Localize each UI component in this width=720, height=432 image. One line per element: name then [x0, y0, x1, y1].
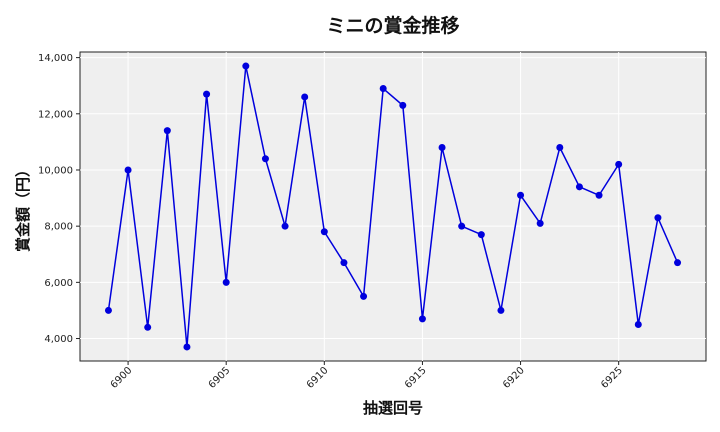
- data-point: [340, 259, 348, 267]
- y-axis-ticks: 4,000 6,000 8,000 10,000 12,000 14,000: [38, 53, 80, 345]
- data-point: [203, 90, 211, 98]
- data-point: [517, 191, 525, 199]
- data-point: [104, 306, 112, 314]
- y-tick-label: 14,000: [38, 53, 73, 64]
- data-point: [674, 259, 682, 267]
- data-point: [144, 323, 152, 331]
- x-axis-label: 抽選回号: [363, 399, 423, 417]
- data-point: [595, 191, 603, 199]
- grid: [80, 52, 706, 361]
- data-point: [222, 278, 230, 286]
- data-point: [124, 166, 132, 174]
- data-point: [183, 343, 191, 351]
- data-point: [536, 219, 544, 227]
- data-point: [418, 315, 426, 323]
- data-point: [458, 222, 466, 230]
- data-point: [379, 85, 387, 93]
- chart-title: ミニの賞金推移: [326, 14, 459, 37]
- data-point: [242, 62, 250, 70]
- data-point: [399, 101, 407, 109]
- data-point: [615, 160, 623, 168]
- y-tick-label: 12,000: [38, 109, 73, 120]
- x-tick-label: 6910: [305, 365, 331, 391]
- data-point: [438, 144, 446, 152]
- data-point: [477, 231, 485, 239]
- y-tick-label: 10,000: [38, 165, 73, 176]
- data-point: [360, 292, 368, 300]
- y-tick-label: 4,000: [44, 334, 73, 345]
- data-point: [163, 127, 171, 135]
- data-point: [261, 155, 269, 163]
- data-point: [575, 183, 583, 191]
- data-point: [281, 222, 289, 230]
- data-point: [634, 320, 642, 328]
- x-tick-label: 6900: [109, 365, 135, 391]
- x-tick-label: 6905: [207, 365, 233, 391]
- y-tick-label: 8,000: [44, 222, 73, 233]
- x-tick-label: 6915: [403, 365, 429, 391]
- x-tick-label: 6920: [501, 365, 527, 391]
- y-tick-label: 6,000: [44, 278, 73, 289]
- y-axis-label: 賞金額（円）: [14, 162, 32, 252]
- data-point: [301, 93, 309, 101]
- data-point: [654, 214, 662, 222]
- x-axis-ticks: 6900 6905 6910 6915 6920 6925: [109, 361, 625, 391]
- data-point: [320, 228, 328, 236]
- series-line: [107, 65, 679, 348]
- data-point: [556, 144, 564, 152]
- data-point: [497, 306, 505, 314]
- series-group: [104, 62, 682, 351]
- plot-area: [79, 51, 707, 362]
- x-tick-label: 6925: [599, 365, 625, 391]
